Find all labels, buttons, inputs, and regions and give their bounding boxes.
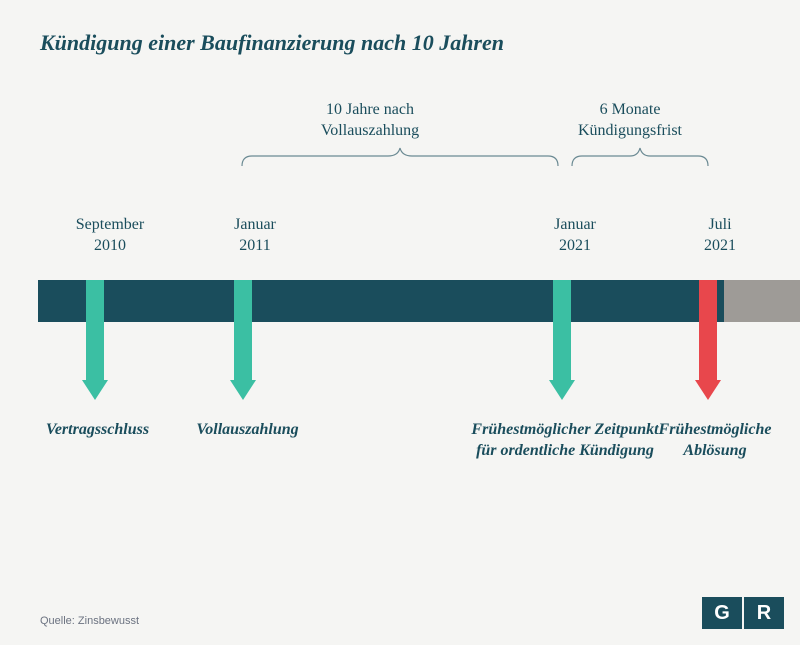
bracket-label-1-line2: Vollauszahlung xyxy=(321,122,419,139)
date-label-0: September 2010 xyxy=(55,215,165,257)
date-label-3: Juli 2021 xyxy=(680,215,760,257)
event-3: Frühestmögliche Ablösung xyxy=(640,420,790,462)
chart-title: Kündigung einer Baufinanzierung nach 10 … xyxy=(40,30,504,56)
logo-r: R xyxy=(744,597,784,629)
date-label-1: Januar 2011 xyxy=(210,215,300,257)
date-1-line2: 2011 xyxy=(239,237,270,254)
date-0-line2: 2010 xyxy=(94,237,126,254)
event-2: Frühestmöglicher Zeitpunkt für ordentlic… xyxy=(465,420,665,462)
event-0: Vertragsschluss xyxy=(30,420,165,441)
arrow-0 xyxy=(82,280,108,400)
date-1-line1: Januar xyxy=(234,216,276,233)
date-2-line1: Januar xyxy=(554,216,596,233)
bar-main xyxy=(38,280,724,322)
event-1: Vollauszahlung xyxy=(180,420,315,441)
date-2-line2: 2021 xyxy=(559,237,591,254)
date-3-line1: Juli xyxy=(708,216,731,233)
bracket-2 xyxy=(570,148,710,168)
bar-end xyxy=(724,280,800,322)
arrow-2 xyxy=(549,280,575,400)
source-label: Quelle: Zinsbewusst xyxy=(40,615,139,627)
bracket-label-2-line1: 6 Monate xyxy=(600,101,661,118)
logo-g: G xyxy=(702,597,742,629)
bracket-label-2: 6 Monate Kündigungsfrist xyxy=(555,100,705,142)
timeline-bar xyxy=(38,280,800,322)
date-0-line1: September xyxy=(76,216,144,233)
arrow-3 xyxy=(695,280,721,400)
bracket-label-1-line1: 10 Jahre nach xyxy=(326,101,414,118)
date-3-line2: 2021 xyxy=(704,237,736,254)
arrow-1 xyxy=(230,280,256,400)
bracket-1 xyxy=(240,148,560,168)
bracket-label-2-line2: Kündigungsfrist xyxy=(578,122,682,139)
logo: G R xyxy=(702,597,784,629)
date-label-2: Januar 2021 xyxy=(530,215,620,257)
bracket-label-1: 10 Jahre nach Vollauszahlung xyxy=(280,100,460,142)
